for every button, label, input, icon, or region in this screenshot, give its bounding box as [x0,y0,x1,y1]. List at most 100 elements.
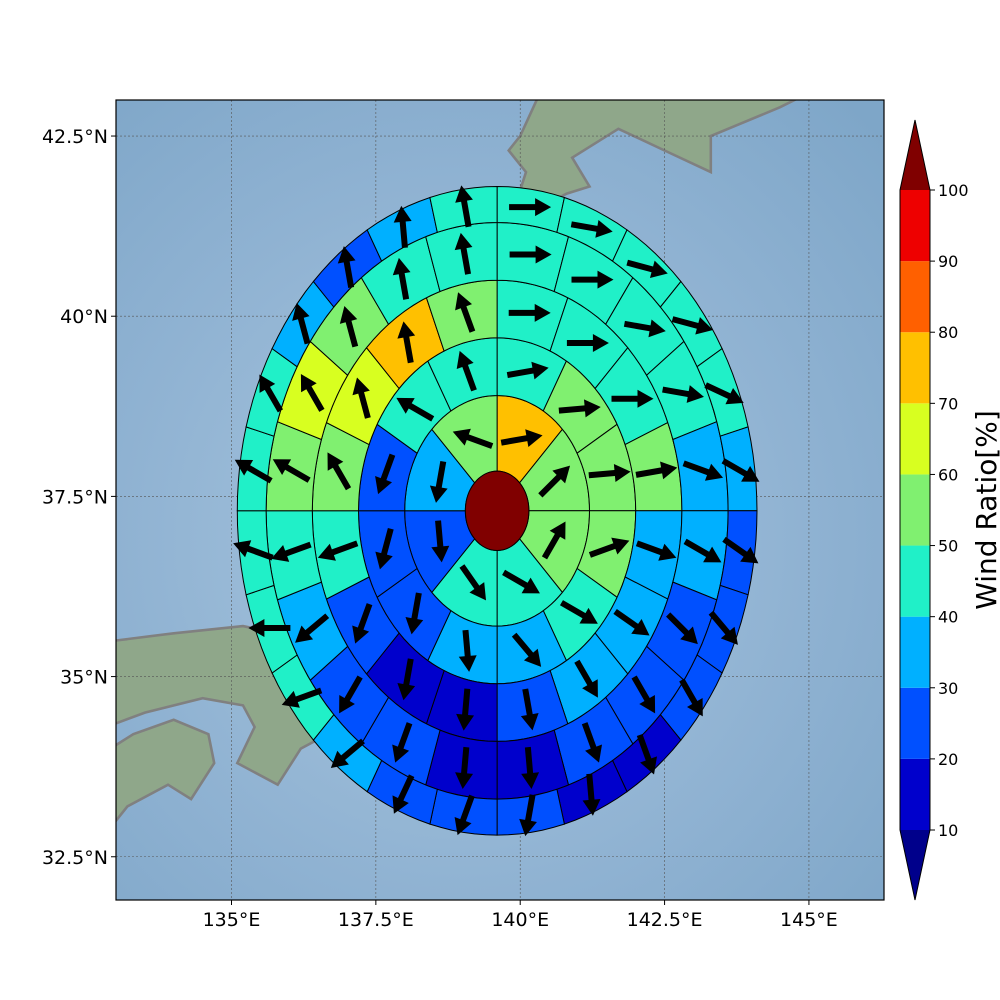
wind-arrow [635,461,678,480]
latitude-axis: 42.5°N 40°N 37.5°N 35°N 32.5°N [42,126,116,869]
wind-arrow [635,540,677,561]
colorbar-tick-label: 80 [938,323,958,342]
wind-arrow [541,521,566,560]
lat-tick-label: 32.5°N [42,847,108,869]
colorbar-segment [900,261,930,333]
wind-arrow [317,540,359,561]
wind-arrow [456,350,477,392]
wind-arrow [458,629,477,672]
land-polygon [116,718,216,823]
lat-tick-label: 35°N [60,667,108,689]
longitude-axis: 135°E 137.5°E 140°E 142.5°E 145°E [203,900,838,931]
lon-tick-label: 137.5°E [338,909,414,931]
colorbar-tick-label: 60 [938,465,958,484]
wind-arrow [292,303,311,345]
colorbar-tick-label: 70 [938,394,958,413]
wind-arrow [259,374,283,413]
wind-arrow [519,794,537,837]
wind-arrow [558,399,601,418]
wind-arrow [683,538,722,563]
wind-arrow [456,688,475,731]
lon-tick-label: 140°E [491,909,549,931]
colorbar-segment [900,332,930,404]
wind-arrow [588,464,631,482]
lon-tick-label: 142.5°E [627,909,703,931]
wind-arrow [613,608,650,636]
wind-arrow [397,658,416,701]
wind-arrow [511,632,542,667]
colorbar-under-extension [900,830,930,900]
wind-arrow [662,385,704,403]
colorbar-tick-label: 20 [938,750,958,769]
map-area [116,100,884,900]
colorbar-segment [900,545,930,617]
wind-arrow [431,520,450,563]
wind-arrow [234,459,273,484]
colorbar-segment [900,616,930,688]
lon-tick-label: 145°E [780,909,838,931]
wind-arrow [708,610,738,645]
wind-arrow [521,746,540,790]
wind-arrow [452,428,494,449]
wind-arrow [704,382,744,405]
wind-arrow [392,257,411,300]
colorbar-title: Wind Ratio[%] [970,410,1000,610]
wind-arrow [671,316,714,335]
colorbar-segment [900,190,930,262]
wind-arrow [582,773,601,816]
wind-arrow [581,722,603,763]
lat-tick-label: 37.5°N [42,486,108,508]
colorbar-over-extension [900,120,930,190]
land-polygon [507,100,798,217]
lat-tick-label: 40°N [60,306,108,328]
wind-arrow [454,794,475,836]
wind-arrow [295,613,330,643]
wind-arrow [626,259,668,279]
colorbar-tick-label: 40 [938,608,958,627]
wind-arrow [455,292,476,333]
wind-ratio-sectors [236,185,758,836]
colorbar-segment [900,474,930,546]
wind-arrow [330,738,365,768]
wind-arrow [392,722,413,763]
wind-arrow [571,270,614,289]
wind-arrow [272,459,311,483]
wind-arrow [509,245,552,264]
colorbar-segment [900,403,930,475]
wind-arrow [248,619,291,637]
colorbar-tick-label: 10 [938,821,958,840]
wind-arrow [679,678,703,717]
wind-arrow [375,453,396,495]
wind-arrow [405,592,424,635]
wind-arrow [397,321,416,364]
wind-arrow [455,746,474,790]
wind-arrow [631,675,656,714]
wind-arrow [508,303,551,322]
wind-arrow [429,460,448,503]
colorbar: 10 20 30 40 50 60 70 80 90 100 Wind Ratio[%] [899,119,1000,901]
wind-arrow [570,219,613,238]
wind-arrow [233,540,274,561]
wind-arrow [393,205,412,248]
wind-arrow [509,198,552,217]
wind-arrow [352,603,373,644]
wind-arrow [396,397,435,422]
wind-arrow [392,774,415,814]
wind-arrow [588,537,630,558]
wind-arrow [375,528,394,570]
wind-arrow [574,659,598,698]
wind-arrow [538,465,571,498]
lat-tick-label: 42.5°N [42,126,108,148]
wind-arrow [506,361,549,380]
wind-arrow [559,600,598,624]
lon-tick-label: 135°E [203,909,261,931]
wind-arrow [500,429,543,448]
wind-arrow [455,185,473,228]
wind-arrow [454,232,473,275]
wind-arrow [623,319,666,338]
wind-arrow [339,675,363,714]
wind-arrow [300,373,325,412]
colorbar-segment [900,687,930,759]
wind-arrow [520,688,539,731]
